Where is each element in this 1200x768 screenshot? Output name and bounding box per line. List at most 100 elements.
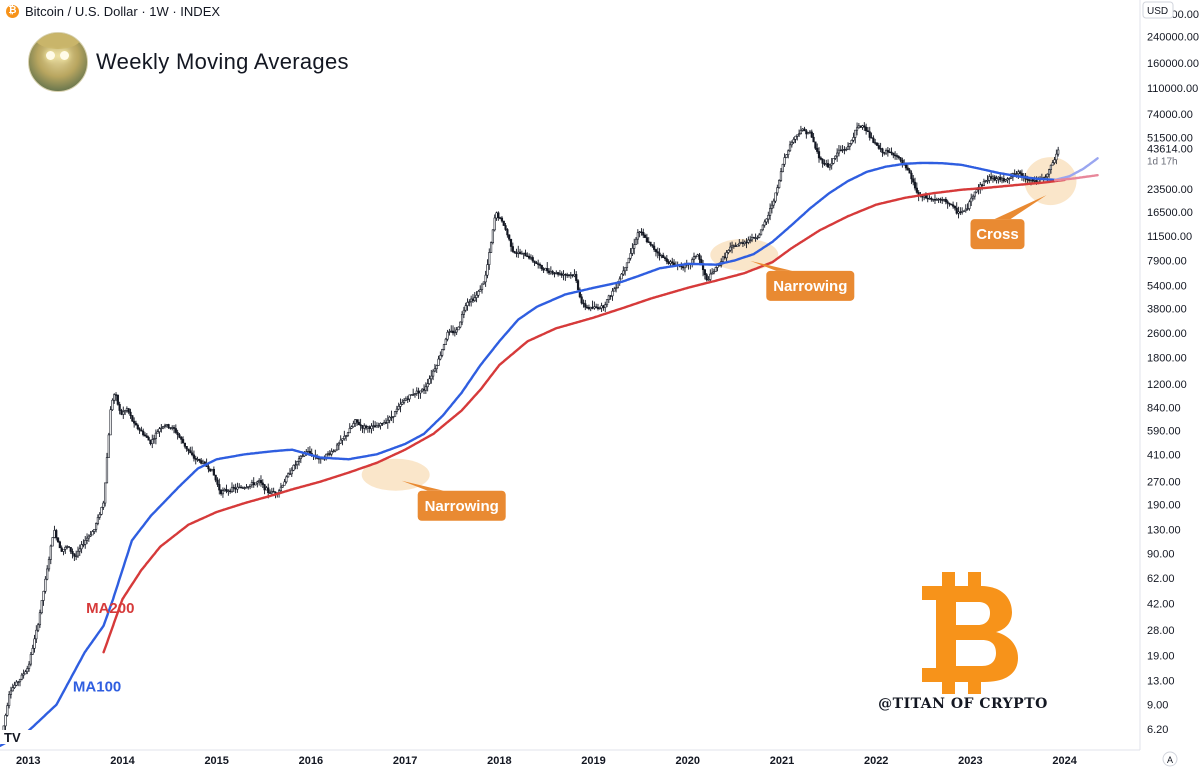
candle-body: [283, 481, 286, 486]
candle-body: [781, 163, 784, 172]
candle-body: [624, 267, 627, 272]
price-tick-label: 28.00: [1147, 625, 1175, 637]
candle-body: [855, 127, 859, 131]
candle-body: [875, 142, 879, 146]
candle-body: [743, 241, 746, 245]
candle-body: [558, 273, 562, 275]
candle-body: [857, 125, 860, 129]
price-tick-label: 13.00: [1147, 675, 1175, 687]
candle-body: [424, 386, 427, 391]
callout-pointer: [401, 480, 444, 491]
candle-body: [332, 450, 335, 453]
candle-body: [944, 198, 947, 203]
candle-body: [196, 458, 199, 461]
candle-body: [758, 234, 761, 238]
candle-body: [830, 163, 833, 166]
time-tick-label: 2024: [1052, 755, 1077, 767]
candle-body: [899, 157, 902, 161]
candle-body: [826, 163, 830, 168]
candle-body: [294, 464, 297, 466]
candle-body: [797, 133, 801, 136]
candle-body: [127, 408, 130, 413]
candle-body: [1053, 159, 1056, 163]
time-tick-label: 2022: [864, 755, 888, 767]
candle-body: [457, 326, 460, 331]
candle-body: [591, 306, 594, 309]
candle-body: [66, 546, 69, 548]
candle-body: [892, 152, 895, 156]
candle-body: [62, 548, 65, 552]
candle-body: [417, 390, 420, 394]
candle-body: [154, 432, 157, 439]
candle-body: [740, 242, 743, 244]
candle-body: [515, 252, 518, 255]
candle-body: [582, 302, 585, 305]
candle-body: [669, 261, 672, 264]
candle-body: [571, 274, 574, 277]
candle-body: [17, 681, 20, 683]
bitcoin-logo-mark: [922, 572, 1018, 694]
candle-body: [508, 234, 511, 240]
candle-body: [990, 176, 993, 179]
candle-body: [796, 134, 799, 137]
candle-body: [102, 502, 105, 508]
time-axis[interactable]: 2013 2014 2015 2016 2017 2018 2019 2020 2021 2022…: [16, 755, 1078, 767]
auto-scale-button[interactable]: [1162, 751, 1178, 767]
time-tick-label: 2015: [204, 755, 228, 767]
candle-body: [546, 268, 549, 272]
avatar: [28, 32, 88, 92]
candle-body: [466, 302, 469, 306]
candle-body: [27, 663, 31, 669]
candle-body: [890, 151, 893, 154]
candle-body: [540, 265, 543, 270]
candle-body: [946, 201, 949, 204]
candle-body: [586, 306, 589, 309]
candle-body: [694, 255, 697, 258]
candle-body: [576, 280, 580, 290]
candle-body: [656, 251, 659, 254]
candle-body: [122, 411, 125, 415]
candle-body: [1017, 171, 1020, 175]
candle-body: [915, 187, 918, 193]
currency-badge[interactable]: [1142, 1, 1174, 19]
candle-body: [390, 416, 393, 419]
candle-body: [716, 265, 719, 268]
candle-body: [991, 176, 995, 179]
candle-body: [517, 251, 520, 254]
candle-body: [393, 411, 397, 417]
candle-body: [999, 176, 1002, 181]
candle-body: [254, 482, 257, 486]
candle-body: [643, 234, 647, 238]
candle-body: [176, 432, 179, 436]
candle-body: [160, 427, 163, 430]
candle-body: [460, 314, 464, 323]
candle-body: [770, 204, 774, 209]
candle-body: [584, 303, 587, 308]
candle-body: [107, 434, 110, 458]
price-tick-label: 62.00: [1147, 573, 1175, 585]
candle-body: [479, 289, 482, 292]
candle-body: [544, 268, 547, 271]
candle-body: [89, 534, 92, 537]
candle-body: [727, 250, 730, 253]
candle-body: [1035, 180, 1038, 183]
candle-body: [951, 204, 955, 207]
candle-body: [942, 198, 946, 201]
symbol-header[interactable]: ₿ Bitcoin / U.S. Dollar · 1W · INDEX: [6, 3, 220, 19]
candle-body: [636, 232, 639, 240]
callout-3: Cross: [970, 195, 1047, 250]
candle-body: [142, 430, 145, 436]
callout-text: Narrowing: [425, 498, 499, 515]
candle-body: [169, 427, 172, 429]
candle-body: [377, 425, 380, 427]
candle-body: [709, 273, 712, 280]
candle-body: [201, 461, 205, 464]
candle-body: [80, 544, 83, 550]
candle-body: [711, 272, 714, 275]
candle-body: [98, 514, 101, 518]
candle-body: [330, 451, 333, 455]
price-tick-label: 190.00: [1147, 500, 1181, 512]
candle-body: [111, 399, 114, 411]
